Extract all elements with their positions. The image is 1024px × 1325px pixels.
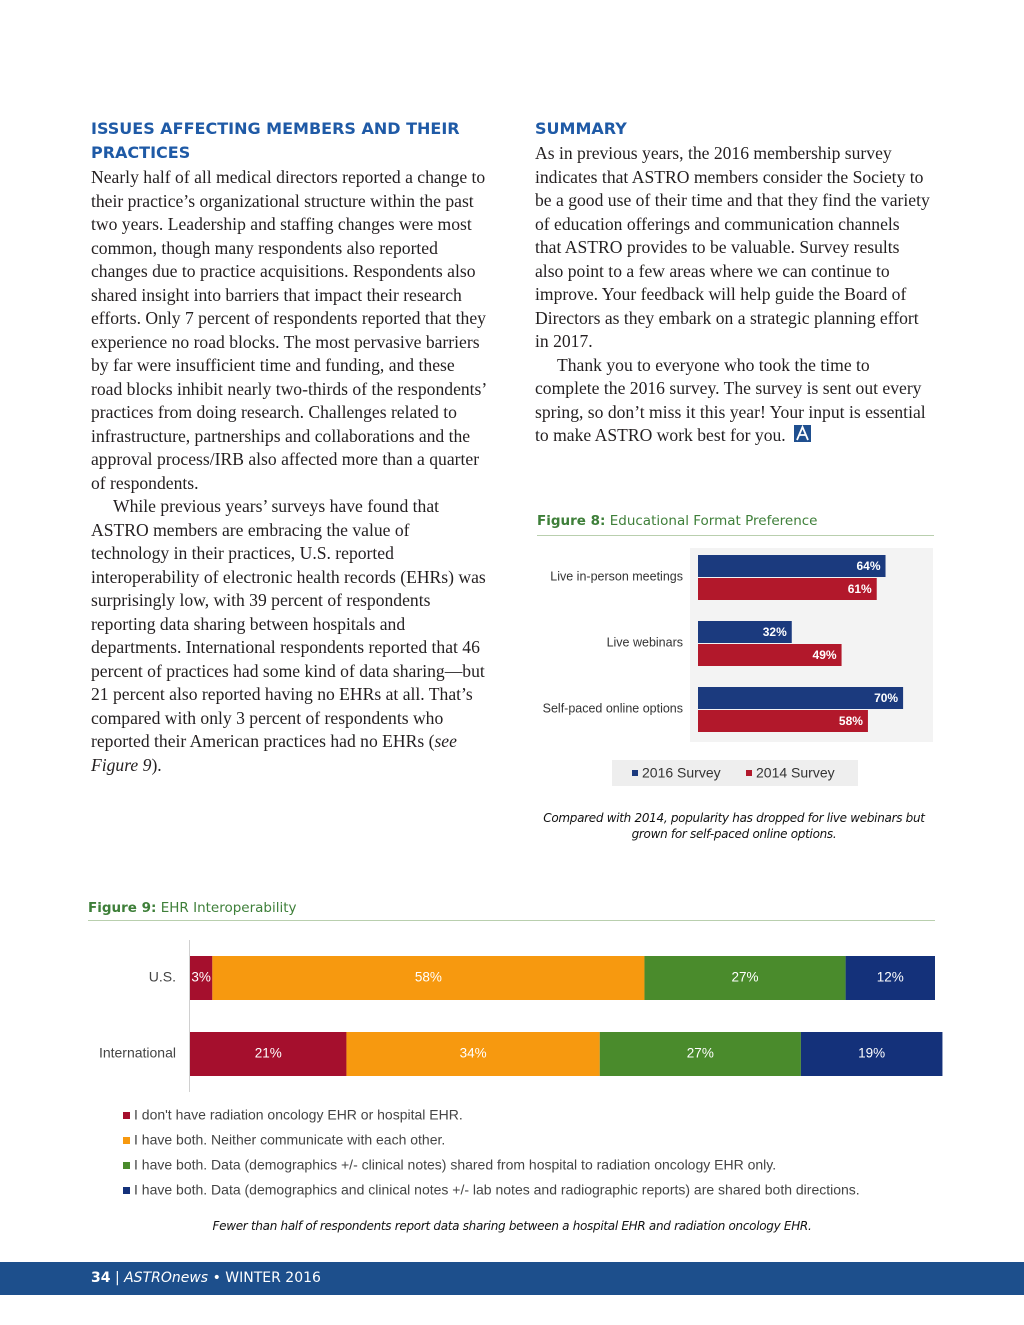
text: Nearly half of all medical directors rep…	[91, 167, 486, 493]
bar	[698, 687, 904, 709]
value-label: 3%	[191, 970, 211, 985]
bar-segment	[190, 956, 213, 1000]
legend-label: I have both. Data (demographics and clin…	[134, 1182, 860, 1198]
legend-swatch	[123, 1137, 130, 1144]
value-label: 58%	[415, 970, 442, 985]
emphasis: see Figure 9	[91, 731, 457, 775]
figure-rule	[88, 920, 935, 921]
value-label: 34%	[460, 1046, 487, 1061]
page-number: 34	[91, 1270, 111, 1286]
category-label: International	[99, 1045, 176, 1061]
plot-background	[690, 548, 933, 742]
figure-caption: Compared with 2014, popularity has dropp…	[543, 811, 925, 841]
legend-swatch	[123, 1162, 130, 1169]
value-label: 27%	[687, 1046, 714, 1061]
end-mark-logo	[794, 424, 812, 442]
value-label: 49%	[813, 648, 837, 662]
paragraph: While previous years’ surveys have found…	[91, 495, 489, 777]
value-label: 64%	[856, 559, 880, 573]
legend-label: 2014 Survey	[756, 765, 835, 781]
category-label: U.S.	[149, 969, 176, 985]
value-label: 58%	[839, 714, 863, 728]
bullet: •	[212, 1270, 221, 1286]
category-label: Live in-person meetings	[550, 569, 683, 583]
value-label: 19%	[858, 1046, 885, 1061]
paragraph: Thank you to everyone who took the time …	[535, 354, 930, 448]
bar	[698, 578, 877, 600]
legend-label: I have both. Data (demographics +/- clin…	[134, 1157, 776, 1173]
figure-title: EHR Interoperability	[160, 900, 297, 916]
value-label: 21%	[255, 1046, 282, 1061]
bar-segment	[599, 1032, 801, 1076]
value-label: 61%	[848, 582, 872, 596]
bar	[698, 555, 886, 577]
legend-background	[612, 760, 858, 786]
publication: ASTROnews	[124, 1270, 209, 1286]
legend-label: I have both. Neither communicate with ea…	[134, 1132, 445, 1148]
issue: WINTER 2016	[225, 1270, 321, 1286]
figure-title: Educational Format Preference	[609, 513, 818, 529]
category-label: Live webinars	[607, 635, 683, 649]
figure-label: Figure 9: EHR Interoperability	[88, 900, 297, 916]
legend-label: 2016 Survey	[642, 765, 721, 781]
section-heading: ISSUES AFFECTING MEMBERS AND THEIR PRACT…	[91, 119, 460, 162]
figure-number: Figure 8:	[537, 513, 606, 529]
bar	[698, 621, 792, 643]
bar-segment	[845, 956, 935, 1000]
value-label: 12%	[877, 970, 904, 985]
text: While previous years’ surveys have found…	[91, 496, 486, 751]
legend-swatch	[123, 1112, 130, 1119]
text: As in previous years, the 2016 membershi…	[535, 143, 930, 351]
bar-segment	[190, 1032, 347, 1076]
value-label: 32%	[763, 625, 787, 639]
bar-segment	[800, 1032, 943, 1076]
legend-swatch	[746, 770, 752, 776]
legend-swatch	[123, 1187, 130, 1194]
figure-rule	[537, 535, 934, 536]
paragraph: As in previous years, the 2016 membershi…	[535, 142, 930, 354]
paragraph: Nearly half of all medical directors rep…	[91, 166, 489, 495]
bar-segment	[212, 956, 645, 1000]
text: Thank you to everyone who took the time …	[535, 354, 926, 446]
figure-label: Figure 8: Educational Format Preference	[537, 513, 818, 529]
legend-label: I don't have radiation oncology EHR or h…	[134, 1107, 463, 1123]
value-label: 70%	[874, 691, 898, 705]
left-column: ISSUES AFFECTING MEMBERS AND THEIR PRACT…	[91, 117, 489, 777]
value-label: 27%	[732, 970, 759, 985]
bar	[698, 710, 868, 732]
section-heading: SUMMARY	[535, 119, 627, 138]
figure-caption: Fewer than half of respondents report da…	[212, 1219, 812, 1233]
right-column: SUMMARY As in previous years, the 2016 m…	[535, 117, 930, 448]
category-label: Self-paced online options	[543, 701, 683, 715]
legend-swatch	[632, 770, 638, 776]
bar-segment	[346, 1032, 600, 1076]
bar	[698, 644, 842, 666]
text: ).	[151, 754, 162, 775]
footer: 34 | ASTROnews • WINTER 2016	[0, 1262, 1024, 1295]
bar-segment	[644, 956, 846, 1000]
figure-number: Figure 9:	[88, 900, 157, 916]
separator: |	[114, 1270, 120, 1286]
